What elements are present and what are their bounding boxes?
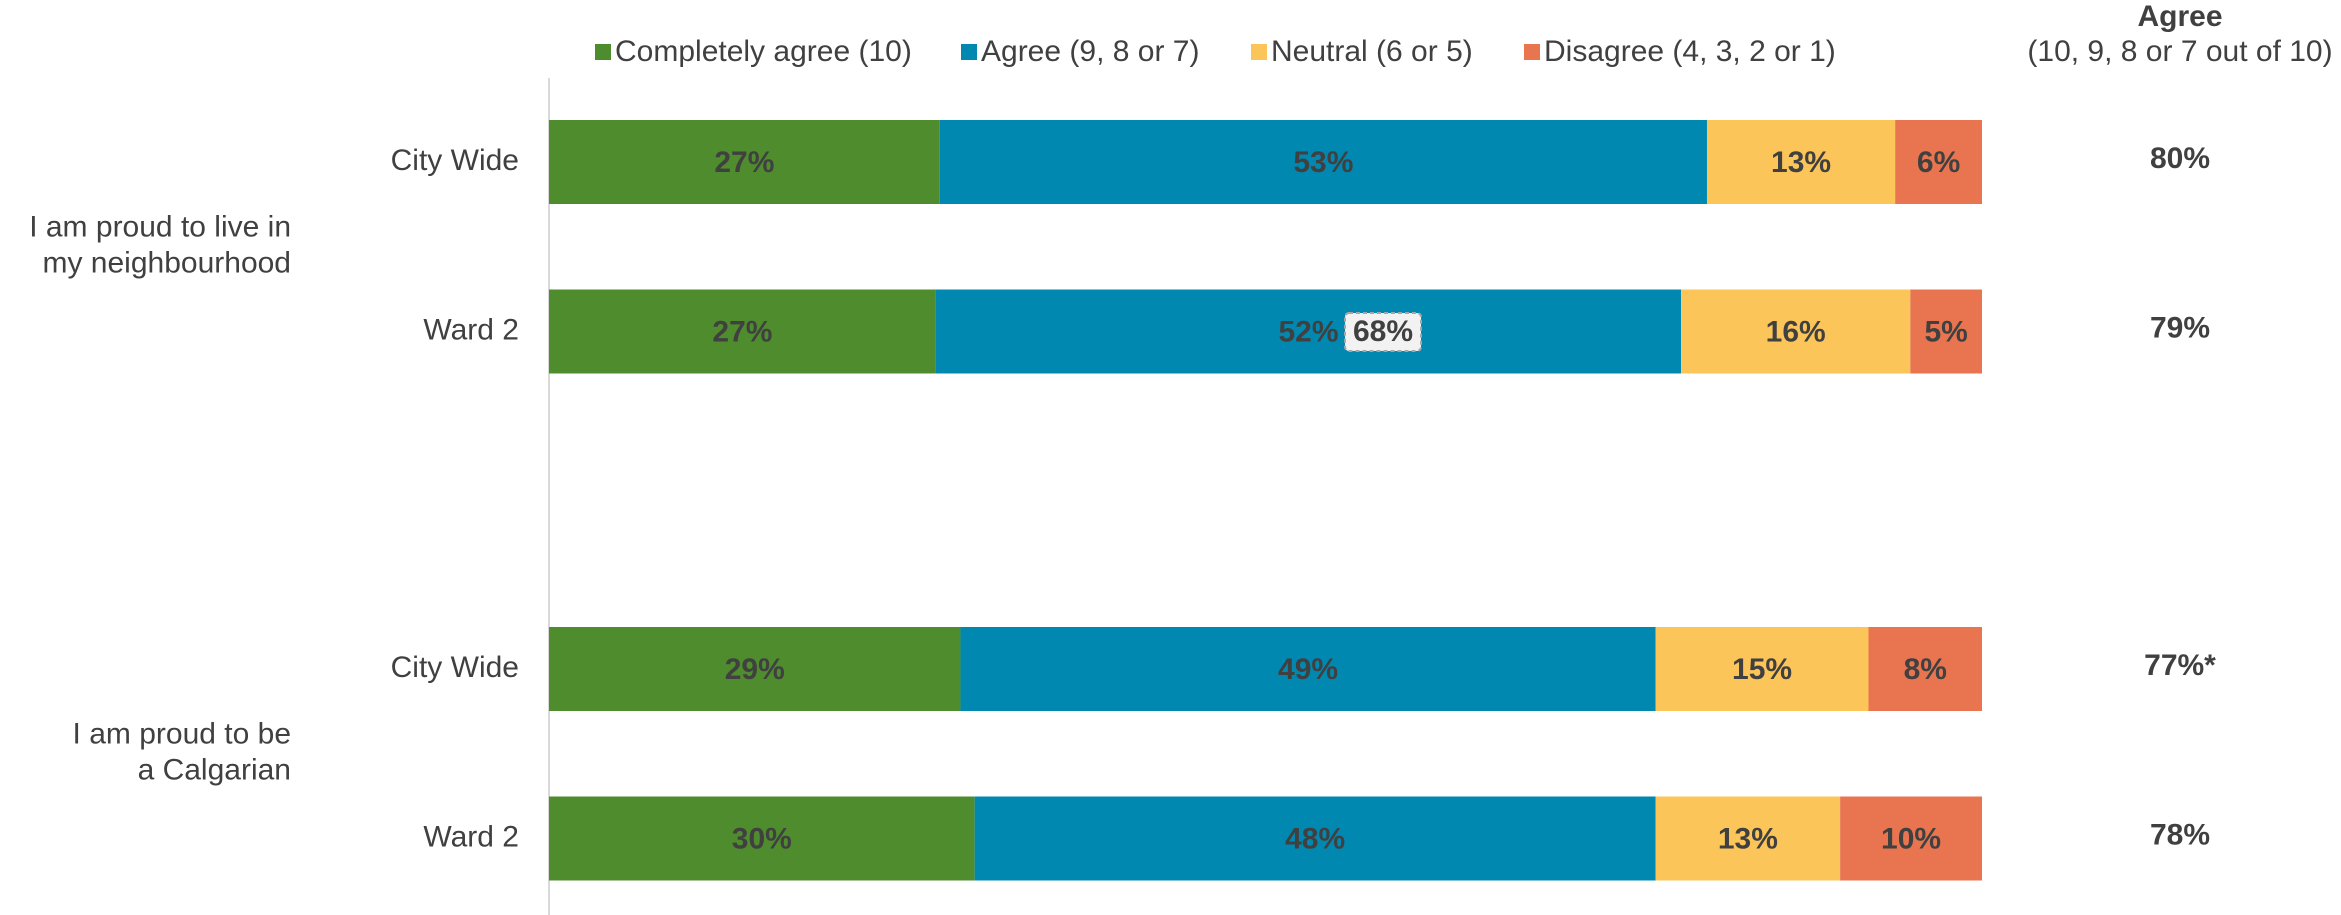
category-label: City Wide — [391, 651, 519, 684]
agree-value: 77%* — [2144, 649, 2216, 682]
category-label: City Wide — [391, 144, 519, 177]
bar-segment — [1655, 627, 1869, 711]
legend-label: Completely agree (10) — [615, 35, 912, 68]
value-label: 48% — [1285, 822, 1345, 855]
legend-label: Agree (9, 8 or 7) — [981, 35, 1199, 68]
bar-segment — [1895, 120, 1982, 204]
bar-segment — [939, 120, 1707, 204]
value-label: 16% — [1766, 315, 1826, 348]
bar-segment — [1840, 796, 1982, 881]
value-label: 27% — [712, 315, 772, 348]
group-label: I am proud to be — [73, 718, 291, 751]
group-label: I am proud to live in — [29, 211, 291, 244]
value-label: 10% — [1881, 822, 1941, 855]
value-label: 6% — [1917, 146, 1960, 179]
agree-value: 78% — [2150, 818, 2210, 851]
value-label: 29% — [725, 653, 785, 686]
legend-swatch — [1251, 44, 1267, 60]
value-label: 30% — [732, 822, 792, 855]
bar-segment — [960, 627, 1656, 711]
agree-subtitle: (10, 9, 8 or 7 out of 10) — [2027, 35, 2332, 68]
agree-value: 79% — [2150, 311, 2210, 344]
legend-label: Disagree (4, 3, 2 or 1) — [1544, 35, 1836, 68]
category-label: Ward 2 — [423, 313, 519, 346]
bar-segment — [1706, 120, 1896, 204]
value-label: 8% — [1904, 653, 1947, 686]
annotation: 68% — [1353, 315, 1413, 348]
bar-segment — [549, 627, 961, 711]
bar-segment — [1868, 627, 1982, 711]
value-label: 52% — [1278, 315, 1338, 348]
value-label: 13% — [1771, 146, 1831, 179]
category-label: Ward 2 — [423, 820, 519, 853]
legend-swatch — [595, 44, 611, 60]
agree-title: Agree — [2137, 0, 2222, 33]
legend-swatch — [961, 44, 977, 60]
annotation-box — [1344, 312, 1422, 352]
value-label: 27% — [714, 146, 774, 179]
value-label: 13% — [1718, 822, 1778, 855]
bar-segment — [1655, 796, 1841, 881]
value-label: 15% — [1732, 653, 1792, 686]
bar-segment — [1910, 289, 1982, 374]
group-label: my neighbourhood — [42, 247, 291, 280]
bar-segment — [935, 289, 1682, 374]
value-label: 5% — [1924, 315, 1967, 348]
bar-segment — [549, 120, 940, 204]
agree-value: 80% — [2150, 142, 2210, 175]
bar-segment — [549, 796, 975, 881]
value-label: 53% — [1293, 146, 1353, 179]
group-label: a Calgarian — [138, 754, 291, 787]
bar-segment — [974, 796, 1656, 881]
bar-segment — [549, 289, 936, 374]
value-label: 49% — [1278, 653, 1338, 686]
legend-label: Neutral (6 or 5) — [1271, 35, 1473, 68]
legend-swatch — [1524, 44, 1540, 60]
bar-segment — [1681, 289, 1911, 374]
